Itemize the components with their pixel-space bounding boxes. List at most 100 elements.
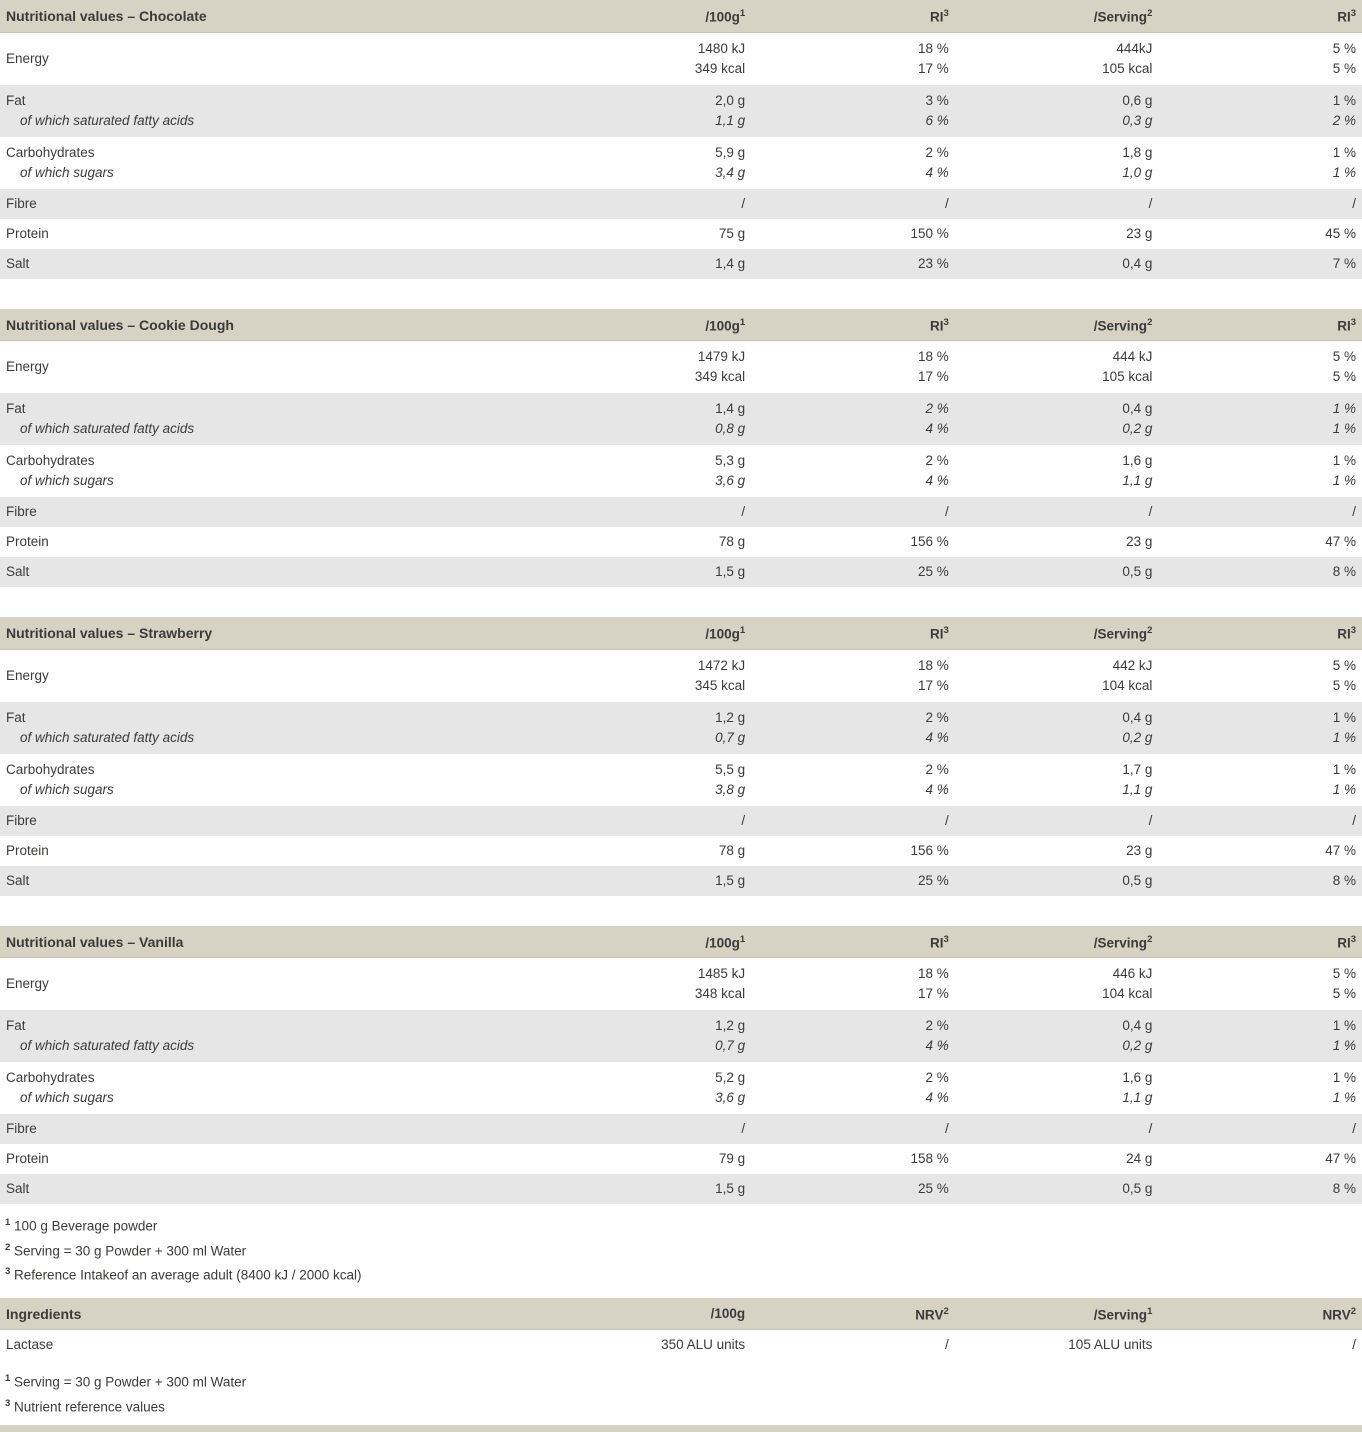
value: 1,2 g (715, 709, 746, 725)
column-header-ri: RI3 (751, 308, 955, 341)
nutritional-values-chocolate-table: Nutritional values – Chocolate/100g1 RI3/… (0, 0, 1362, 279)
value: 3 % (925, 92, 949, 108)
value-cell: 79 g (548, 1144, 752, 1174)
value-cell: 25 % (751, 557, 955, 587)
value-cell: 1 % 1 % (1158, 754, 1362, 806)
value-cell: 24 g (955, 1144, 1159, 1174)
row-label-cell: Fat of which saturated fatty acids (0, 84, 548, 137)
row-label-cell: Fibre (0, 1114, 548, 1144)
column-header-serving: /Serving2 (954, 0, 1159, 33)
row-label: Salt (6, 255, 30, 271)
column-header-100g: /100g1 (547, 617, 752, 650)
value: / (1352, 195, 1356, 211)
value: 105 kcal (1102, 369, 1153, 384)
table-title: Nutritional values – Cookie Dough (0, 308, 548, 341)
value: 2 % (925, 1070, 949, 1085)
value-cell: 23 g (955, 836, 1159, 866)
value: / (1352, 1121, 1356, 1136)
table-header-row: Nutritional values – Vanilla/100g1 RI3/Se… (0, 925, 1362, 958)
value-cell: / (751, 805, 955, 836)
value: 150 % (910, 225, 949, 241)
value-cell: 1,4 g (547, 248, 752, 279)
value: 1,7 g (1122, 761, 1153, 777)
value: 17 % (917, 677, 949, 693)
value-cell: 0,5 g (954, 557, 1159, 587)
value: / (944, 504, 949, 519)
table-row-fibre: Fibre / / / / (0, 497, 1362, 527)
value: 5 % (1332, 40, 1356, 56)
value-cell: / (1158, 1114, 1362, 1144)
value-cell: 47 % (1158, 527, 1362, 557)
table-row-protein: Protein 75 g 150 % 23 g 45 % (0, 219, 1362, 249)
row-label: Energy (6, 976, 49, 991)
value-cell: 2 % 4 % (751, 1062, 955, 1114)
value-cell: / (1158, 497, 1362, 527)
table-row-fat: Fat of which saturated fatty acids 2,0 g 1,… (0, 84, 1362, 137)
value: 0,5 g (1122, 1181, 1153, 1196)
value-cell: / (954, 805, 1159, 836)
value: 1 % (1332, 164, 1356, 180)
value: 25 % (917, 1181, 949, 1196)
nutritional-values-vanilla-table: Nutritional values – Vanilla/100g1 RI3/Se… (0, 925, 1362, 1204)
column-header-serving: /Serving2 (954, 308, 1159, 341)
value: 47 % (1325, 534, 1356, 549)
column-header-ri: RI3 (751, 617, 955, 650)
value: 2 % (925, 453, 949, 468)
value-cell: 1,2 g 0,7 g (547, 701, 752, 754)
value: 1,5 g (715, 564, 746, 579)
value-cell: 444 kJ 105 kcal (955, 341, 1159, 394)
value: 1,2 g (715, 1018, 746, 1033)
row-label-cell: Fat of which saturated fatty acids (0, 1010, 548, 1062)
value: 4 % (925, 421, 949, 436)
row-label-cell: Fat of which saturated fatty acids (0, 393, 548, 445)
value: 47 % (1325, 842, 1356, 858)
row-label: Protein (6, 534, 49, 549)
value: 1,5 g (715, 1181, 746, 1196)
value: 1,1 g (715, 112, 746, 128)
row-label-cell: Carbohydrates of which sugars (0, 754, 548, 806)
value: 2 % (1332, 112, 1356, 128)
value: 105 ALU units (1068, 1337, 1153, 1352)
value: 23 % (917, 255, 949, 271)
value-cell: 156 % (751, 527, 955, 557)
value: 18 % (917, 657, 949, 673)
value: 104 kcal (1102, 677, 1153, 693)
footnote: 1 100 g Beverage powder (5, 1217, 158, 1234)
value: 0,5 g (1122, 872, 1153, 888)
value-cell: 1 % 1 % (1158, 1062, 1362, 1114)
row-label: Fat (6, 1018, 26, 1033)
row-label: Salt (6, 564, 30, 579)
value: / (944, 812, 949, 828)
row-label-cell: Carbohydrates of which sugars (0, 137, 548, 189)
value: 23 g (1126, 225, 1153, 241)
value: 0,7 g (715, 729, 746, 745)
value-cell: 23 g (955, 527, 1159, 557)
row-label-cell: Fibre (0, 188, 548, 219)
value-cell: 1 % 1 % (1158, 393, 1362, 445)
table-row-lactase: Lactase 350 ALU units / 105 ALU units / (0, 1330, 1362, 1361)
value: 442 kJ (1112, 657, 1153, 673)
row-label-cell: Salt (0, 865, 548, 896)
table-title: Nutritional values – Strawberry (0, 617, 548, 650)
value-cell: 2 % 4 % (751, 701, 955, 754)
column-header-100g: /100g1 (547, 308, 752, 341)
value-cell: 105 ALU units (955, 1330, 1159, 1361)
value-cell: 446 kJ 104 kcal (955, 958, 1159, 1011)
row-label-cell: Energy (0, 341, 548, 394)
row-label: Protein (6, 842, 49, 858)
value-cell: 45 % (1158, 219, 1362, 249)
column-header-serving: /Serving1 (954, 1297, 1159, 1330)
row-label: Carbohydrates (6, 453, 95, 468)
row-label-cell: Fibre (0, 805, 548, 836)
value: 1 % (1332, 709, 1356, 725)
value: / (1352, 1337, 1356, 1352)
value-cell: 18 % 17 % (751, 649, 955, 702)
nutrition-footnotes: 1 100 g Beverage powder 2 Serving = 30 g … (0, 1204, 1362, 1292)
table-row-energy: Energy 1480 kJ 349 kcal 18 % 17 % 444kJ 105 kc… (0, 32, 1362, 85)
table-row-salt: Salt 1,5 g 25 % 0,5 g 8 % (0, 1174, 1362, 1204)
table-title: Ingredients (0, 1297, 548, 1330)
footnote: 2 Serving = 30 g Powder + 300 ml Water (5, 1241, 247, 1259)
value-cell: 78 g (548, 836, 752, 866)
value-cell: 78 g (548, 527, 752, 557)
value: 47 % (1325, 1151, 1356, 1166)
